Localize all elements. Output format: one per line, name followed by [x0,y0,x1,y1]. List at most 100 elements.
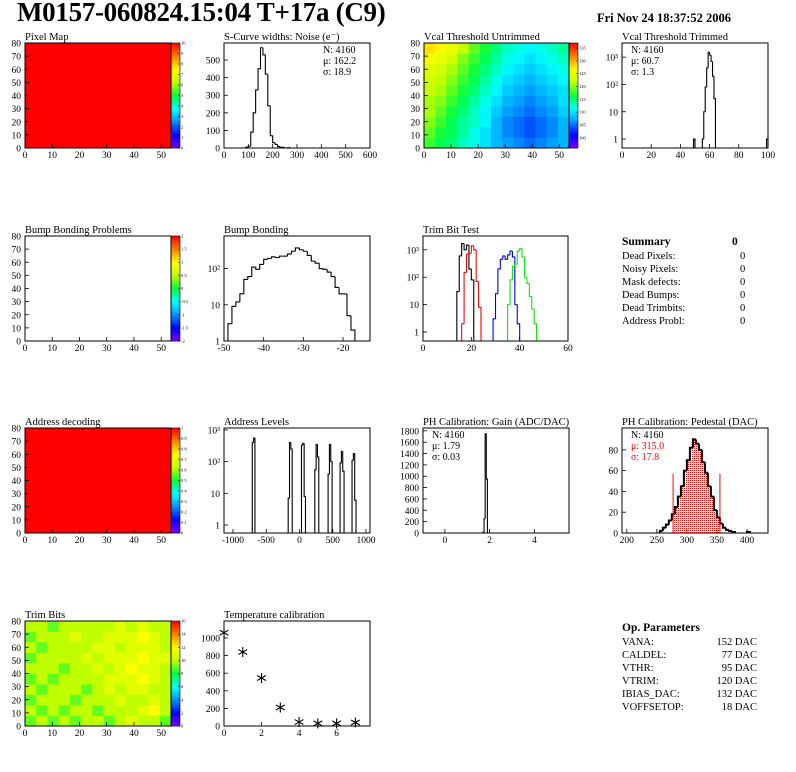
stats-line: N: 4160 [323,45,356,56]
heatmap-cell [25,684,37,695]
color-bar-step [171,74,180,78]
color-bar-step [569,140,578,144]
summary-value: 0 [740,316,746,327]
stats-line: μ: 1.79 [432,441,460,452]
color-bar-step [171,259,180,263]
x-tick-label: 600 [363,151,378,161]
heatmap-cell [446,137,458,149]
color-bar-step [569,74,578,78]
chart-bump-bonding: Bump Bonding -50 -40 -30 -20 1 10 10² [208,225,371,354]
heatmap-cell [69,673,82,685]
x-tick-label: 400 [740,536,755,546]
histogram-bin [701,138,704,148]
color-bar-tick-label: 0 [181,724,184,729]
heatmap-cell [137,652,149,664]
y-tick-label: 80 [411,40,421,50]
heatmap-cell [148,621,161,632]
color-bar-step [171,267,180,271]
color-bar-tick-label: 4 [181,697,184,702]
heatmap-cell [468,74,481,86]
heatmap-cell [424,64,436,75]
histogram-series [245,47,291,149]
y-tick-label: 10³ [407,246,420,256]
x-tick-label: 30 [500,151,510,161]
color-bar-step [171,475,180,479]
x-tick-label: 0 [297,536,302,546]
heatmap-cell [546,74,559,86]
histogram-series [507,248,538,341]
color-bar-step [171,639,180,643]
y-tick-label: 30 [411,105,421,115]
heatmap-cell [58,652,71,664]
heatmap-cell [524,64,536,75]
heatmap-cell [81,621,93,632]
heatmap-cell [535,106,547,117]
color-bar-step [171,712,180,716]
asterisk-stroke [275,704,285,711]
op-parameter-label: CALDEL: [622,650,667,661]
color-bar-step [171,77,180,81]
heatmap-cell [457,116,469,128]
x-tick-label: 80 [734,151,744,161]
heatmap-cell [535,116,547,128]
histogram-bin [694,439,699,445]
y-tick-label: 30 [12,683,22,693]
heatmap-cell [435,85,447,96]
histogram-bin [507,304,510,341]
y-tick-label: 200 [405,518,420,528]
histogram-bin [700,449,705,464]
color-bar-step [171,710,180,714]
color-bar-step [171,82,180,86]
heatmap-cell [126,673,138,685]
heatmap-cell [137,694,149,706]
heatmap-cell [546,127,559,138]
heatmap-cell [435,95,447,107]
histogram-bin [470,268,475,341]
color-bar-step [171,275,180,279]
x-tick-label: 100 [761,151,776,161]
chart-title: Vcal Threshold Trimmed [622,32,729,43]
heatmap-cell [126,663,138,674]
heatmap-cell [524,127,536,138]
heatmap-cell [159,621,172,632]
fill-bin [701,462,705,533]
histogram-bin [327,473,330,533]
histogram-bin [711,61,714,77]
x-tick-label: 2 [259,729,264,739]
heatmap-cell [557,127,570,138]
y-tick-label: 1400 [400,450,419,460]
histogram-bin [346,293,351,317]
heatmap-cell [479,85,492,96]
histogram-bin [703,462,708,474]
op-parameters-title: Op. Parameters [622,622,700,634]
color-bar-step [171,705,180,708]
color-bar-step [171,238,180,242]
color-bar-step [171,433,180,437]
heatmap-cell [513,127,525,138]
histogram-bin [231,305,236,324]
heatmap-cell [446,64,458,75]
color-bar-step [171,660,180,664]
heatmap-cell [435,116,447,128]
heatmap-cell [114,705,127,716]
heatmap-cell [92,663,104,674]
histogram-bin [287,497,290,533]
asterisk-stroke [256,675,267,682]
color-bar-step [171,477,180,481]
color-bar-step [171,451,180,455]
y-tick-label: 50 [12,272,22,282]
y-tick-label: 1 [215,338,220,348]
heatmap-cell [502,43,514,54]
histogram-bin [288,441,291,499]
color-bar-step [569,48,578,52]
color-bar-step [171,56,180,60]
y-tick-label: 20 [411,118,421,128]
color-bar-step [569,116,578,120]
heatmap-cell [58,705,71,716]
x-tick-label: 10 [446,151,456,161]
x-tick-label: 20 [75,344,85,354]
histogram-bin [340,450,343,464]
color-bar-step [171,296,180,300]
histogram-bin [492,318,496,341]
color-bar-tick-label: 110 [579,110,586,115]
